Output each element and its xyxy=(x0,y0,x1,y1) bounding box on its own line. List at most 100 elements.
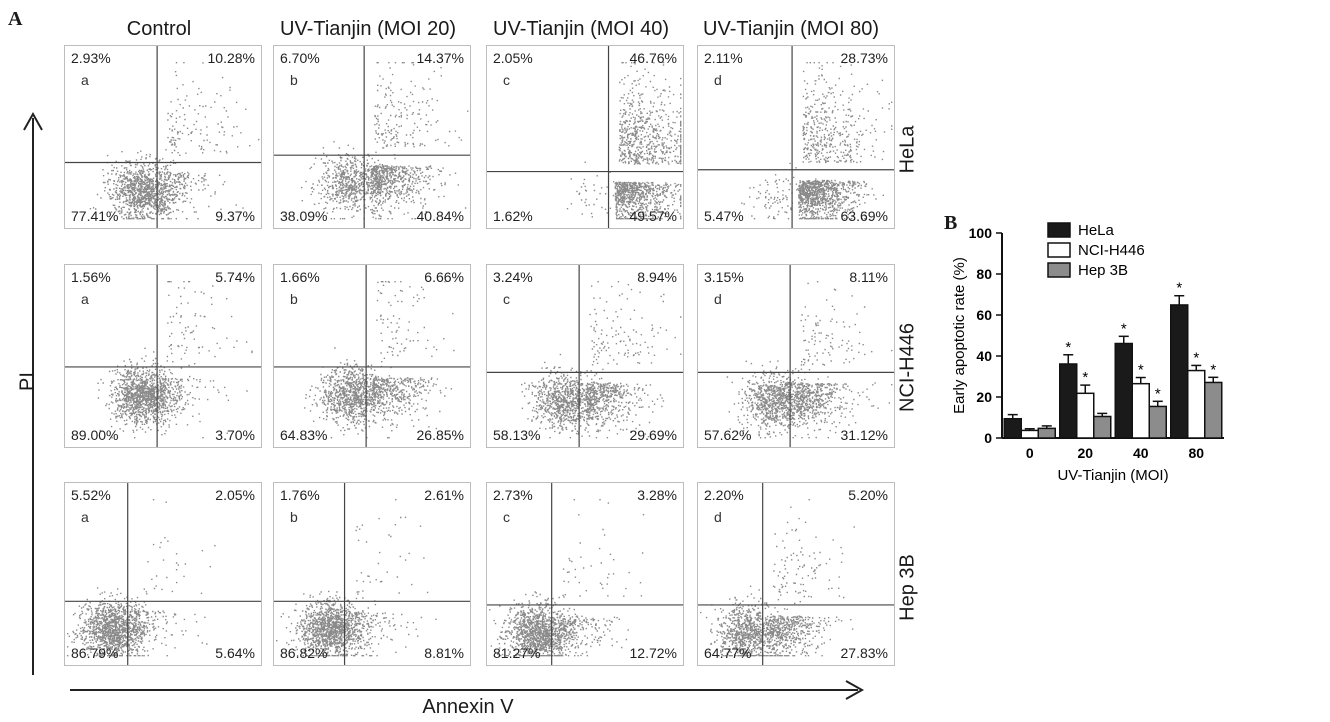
subpanel-letter: b xyxy=(290,72,298,88)
legend-swatch-hep-3b xyxy=(1047,262,1071,278)
quadrant-label-lower-left: 86.82% xyxy=(280,645,328,661)
quadrant-label-upper-left: 3.24% xyxy=(493,269,533,285)
y-axis-title-pi: PI xyxy=(16,372,39,391)
quadrant-label-lower-right: 9.37% xyxy=(215,208,255,224)
x-tick-label: 0 xyxy=(1026,445,1034,461)
flow-plot-r2-c1: 1.56% 5.74% 89.00% 3.70% a xyxy=(64,264,262,448)
quadrant-label-upper-left: 2.93% xyxy=(71,50,111,66)
pi-axis-arrowhead xyxy=(23,111,43,131)
bar-nci-h446 xyxy=(1131,382,1150,439)
quadrant-label-lower-right: 5.64% xyxy=(215,645,255,661)
column-title-moi20: UV-Tianjin (MOI 20) xyxy=(280,18,456,40)
subpanel-letter: c xyxy=(503,291,510,307)
quadrant-label-lower-right: 29.69% xyxy=(629,427,677,443)
x-tick-label: 40 xyxy=(1133,445,1149,461)
quadrant-label-lower-right: 63.69% xyxy=(840,208,888,224)
flow-plot-r2-c2: 1.66% 6.66% 64.83% 26.85% b xyxy=(273,264,471,448)
y-tick-label: 40 xyxy=(976,348,992,364)
significance-asterisk: * xyxy=(1210,361,1216,378)
flow-scatter-dots xyxy=(65,265,261,447)
quadrant-label-upper-right: 6.66% xyxy=(424,269,464,285)
row-label-nci-h446: NCI-H446 xyxy=(896,323,919,412)
flow-scatter-dots xyxy=(698,46,894,228)
significance-asterisk: * xyxy=(1082,369,1088,386)
quadrant-label-lower-left: 58.13% xyxy=(493,427,541,443)
y-tick-label: 20 xyxy=(976,389,992,405)
quadrant-label-upper-right: 3.28% xyxy=(637,487,677,503)
quadrant-label-upper-left: 6.70% xyxy=(280,50,320,66)
bar-nci-h446 xyxy=(1076,392,1095,439)
quadrant-label-lower-left: 57.62% xyxy=(704,427,752,443)
subpanel-letter: a xyxy=(81,509,89,525)
flow-scatter-dots xyxy=(65,46,261,228)
flow-plot-r1-c1: 2.93% 10.28% 77.41% 9.37% a xyxy=(64,45,262,229)
significance-asterisk: * xyxy=(1193,349,1199,366)
quadrant-label-upper-right: 5.74% xyxy=(215,269,255,285)
quadrant-label-upper-left: 5.52% xyxy=(71,487,111,503)
flow-scatter-dots xyxy=(274,265,470,447)
row-label-hela: HeLa xyxy=(896,125,919,174)
quadrant-label-lower-left: 64.83% xyxy=(280,427,328,443)
quadrant-label-upper-left: 2.73% xyxy=(493,487,533,503)
panel-letter-b: B xyxy=(944,212,958,234)
subpanel-letter: d xyxy=(714,509,722,525)
quadrant-label-lower-right: 12.72% xyxy=(629,645,677,661)
quadrant-label-lower-left: 38.09% xyxy=(280,208,328,224)
quadrant-label-lower-right: 27.83% xyxy=(840,645,888,661)
quadrant-label-lower-left: 81.27% xyxy=(493,645,541,661)
flow-plot-r3-c4: 2.20% 5.20% 64.77% 27.83% d xyxy=(697,482,895,666)
quadrant-label-upper-right: 10.28% xyxy=(207,50,255,66)
y-axis-title: Early apoptotic rate (%) xyxy=(951,257,968,414)
subpanel-letter: a xyxy=(81,72,89,88)
quadrant-label-upper-right: 46.76% xyxy=(629,50,677,66)
bar-hep-3b xyxy=(1037,427,1056,439)
y-tick-label: 60 xyxy=(976,307,992,323)
quadrant-label-upper-right: 8.94% xyxy=(637,269,677,285)
annexin-axis-arrowhead xyxy=(845,680,865,700)
flow-plot-r3-c2: 1.76% 2.61% 86.82% 8.81% b xyxy=(273,482,471,666)
flow-plot-r1-c4: 2.11% 28.73% 5.47% 63.69% d xyxy=(697,45,895,229)
subpanel-letter: b xyxy=(290,509,298,525)
flow-plot-r1-c3: 2.05% 46.76% 1.62% 49.57% c xyxy=(486,45,684,229)
quadrant-label-lower-right: 31.12% xyxy=(840,427,888,443)
quadrant-label-upper-right: 5.20% xyxy=(848,487,888,503)
flow-scatter-dots xyxy=(274,46,470,228)
x-tick-label: 80 xyxy=(1188,445,1204,461)
quadrant-label-upper-left: 2.20% xyxy=(704,487,744,503)
significance-asterisk: * xyxy=(1065,339,1071,356)
quadrant-label-lower-right: 3.70% xyxy=(215,427,255,443)
bar-hep-3b xyxy=(1093,415,1112,439)
flow-scatter-dots xyxy=(65,483,261,665)
significance-asterisk: * xyxy=(1176,280,1182,297)
bar-hep-3b xyxy=(1148,405,1167,439)
y-tick-label: 0 xyxy=(984,430,992,446)
column-title-control: Control xyxy=(126,18,192,40)
quadrant-label-upper-left: 1.66% xyxy=(280,269,320,285)
quadrant-label-upper-right: 8.11% xyxy=(849,269,888,285)
significance-asterisk: * xyxy=(1155,385,1161,402)
flow-plot-r3-c1: 5.52% 2.05% 86.79% 5.64% a xyxy=(64,482,262,666)
row-label-hep3b: Hep 3B xyxy=(896,554,919,621)
column-title-moi40: UV-Tianjin (MOI 40) xyxy=(493,18,669,40)
bar-nci-h446 xyxy=(1187,369,1206,439)
quadrant-label-lower-left: 1.62% xyxy=(493,208,533,224)
bar-nci-h446 xyxy=(1020,429,1039,439)
y-tick-label: 80 xyxy=(976,266,992,282)
subpanel-letter: c xyxy=(503,509,510,525)
quadrant-label-lower-left: 64.77% xyxy=(704,645,752,661)
quadrant-label-lower-right: 8.81% xyxy=(424,645,464,661)
quadrant-label-upper-left: 2.11% xyxy=(704,50,743,66)
quadrant-label-upper-left: 1.76% xyxy=(280,487,320,503)
flow-plot-r2-c3: 3.24% 8.94% 58.13% 29.69% c xyxy=(486,264,684,448)
quadrant-label-lower-right: 26.85% xyxy=(416,427,464,443)
flow-scatter-dots xyxy=(487,46,683,228)
legend-label-nci-h446: NCI-H446 xyxy=(1078,242,1145,259)
significance-asterisk: * xyxy=(1138,362,1144,379)
subpanel-letter: a xyxy=(81,291,89,307)
quadrant-label-lower-right: 49.57% xyxy=(629,208,677,224)
quadrant-label-upper-right: 14.37% xyxy=(416,50,464,66)
legend-label-hep-3b: Hep 3B xyxy=(1078,262,1128,279)
legend-label-hela: HeLa xyxy=(1078,222,1115,239)
x-axis-title: UV-Tianjin (MOI) xyxy=(1057,467,1168,484)
quadrant-label-upper-right: 2.61% xyxy=(424,487,464,503)
